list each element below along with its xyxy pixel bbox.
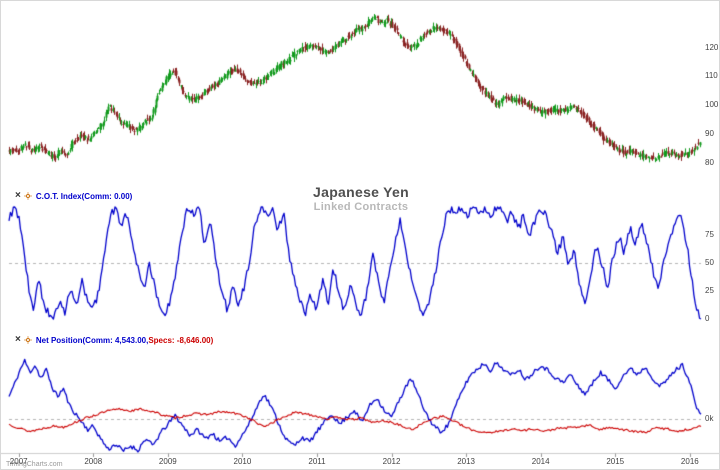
x-axis-year-label: 2015: [606, 457, 625, 466]
settings-icon[interactable]: [24, 192, 32, 200]
x-axis-year-label: 2010: [233, 457, 252, 466]
cot-y-axis-label: 0: [705, 314, 710, 323]
x-axis-year-label: 2011: [308, 457, 326, 466]
x-axis-year-label: 2016: [680, 457, 699, 466]
price-y-axis-label: 100: [705, 100, 719, 109]
x-axis-year-label: 2007: [9, 457, 28, 466]
x-axis-year-label: 2012: [382, 457, 401, 466]
watermark-link[interactable]: TimingCharts.com: [6, 461, 63, 468]
price-y-axis-label: 90: [705, 128, 714, 138]
cot-index-panel-header: × C.O.T. Index(Comm: 0.00): [15, 191, 132, 201]
net-position-specs-label[interactable]: Specs: -8,646.00): [148, 335, 214, 345]
x-axis-year-label: 2013: [457, 457, 475, 466]
net-position-y-axis-label: 0k: [705, 413, 714, 423]
settings-icon[interactable]: [24, 336, 32, 344]
price-y-axis-label: 120: [705, 42, 719, 52]
price-y-axis-label: 80: [705, 157, 714, 167]
close-icon[interactable]: ×: [15, 334, 21, 345]
cot-y-axis-label: 25: [705, 286, 714, 295]
x-axis-year-label: 2014: [531, 457, 550, 466]
x-axis-year-label: 2009: [158, 457, 177, 466]
net-position-panel-header: × Net Position(Comm: 4,543.00, Specs: -8…: [15, 335, 213, 345]
price-y-axis-label: 110: [705, 71, 718, 81]
x-axis-year-label: 2008: [84, 457, 103, 466]
net-position-comm-label[interactable]: Net Position(Comm: 4,543.00,: [35, 335, 149, 345]
cot-y-axis-label: 50: [705, 258, 714, 267]
cot-y-axis-label: 75: [705, 230, 714, 239]
close-icon[interactable]: ×: [15, 190, 21, 201]
cot-index-label[interactable]: C.O.T. Index(Comm: 0.00): [35, 191, 133, 201]
